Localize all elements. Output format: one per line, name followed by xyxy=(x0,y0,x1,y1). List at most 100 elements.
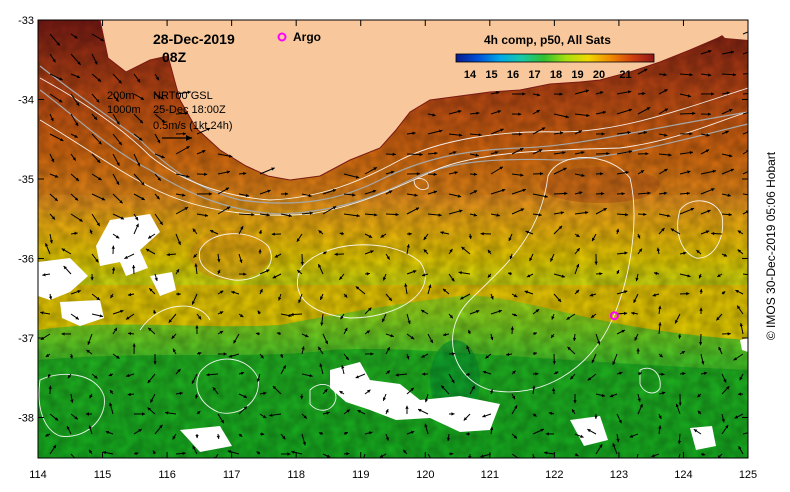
current-vector xyxy=(175,90,191,95)
current-vector xyxy=(594,253,598,265)
current-vector xyxy=(272,385,282,395)
current-vector xyxy=(154,93,165,100)
current-vector xyxy=(364,330,371,335)
current-vector xyxy=(721,108,733,115)
current-vector xyxy=(511,293,518,298)
current-vector xyxy=(154,213,164,226)
current-vector xyxy=(385,433,389,441)
current-vector xyxy=(274,253,282,258)
current-vector xyxy=(511,313,518,317)
current-vector xyxy=(636,453,639,458)
current-vector xyxy=(217,170,231,175)
current-vector xyxy=(318,229,324,235)
current-vector xyxy=(469,153,479,157)
current-vector xyxy=(49,233,53,244)
current-vector xyxy=(154,273,158,282)
current-vector xyxy=(322,205,337,215)
ssh-contours xyxy=(38,77,748,437)
current-vector xyxy=(616,433,620,443)
current-vector xyxy=(427,284,432,295)
current-vector xyxy=(49,53,56,63)
argo-layer xyxy=(609,311,619,321)
current-vector xyxy=(511,433,518,439)
current-vector xyxy=(153,353,157,365)
current-vector xyxy=(658,88,668,95)
current-vector xyxy=(343,193,356,197)
current-vector xyxy=(427,129,443,135)
current-vector xyxy=(133,73,141,83)
colorbar-tick-label: 18 xyxy=(550,69,562,81)
current-vector xyxy=(61,332,72,336)
current-vector xyxy=(721,373,727,383)
current-vector xyxy=(633,293,639,304)
current-vector xyxy=(674,313,681,324)
current-vector xyxy=(574,89,590,95)
current-vector xyxy=(280,313,292,318)
current-vector xyxy=(319,363,324,375)
current-vector xyxy=(468,453,472,458)
current-vector xyxy=(421,353,429,358)
current-vector xyxy=(272,273,282,279)
current-vector xyxy=(175,233,181,246)
current-vector xyxy=(258,229,262,235)
current-vector xyxy=(133,452,139,456)
current-vector xyxy=(300,393,304,400)
vector-scale-arrowhead xyxy=(186,135,192,141)
current-vector xyxy=(469,190,478,195)
current-vector xyxy=(637,169,645,175)
current-vector xyxy=(448,273,455,282)
current-vector xyxy=(112,353,120,359)
current-vector xyxy=(679,191,691,195)
current-vector xyxy=(679,292,690,296)
current-vector xyxy=(609,393,618,398)
current-vector xyxy=(70,53,82,66)
current-vector xyxy=(594,413,598,419)
no-data-patches xyxy=(38,214,748,452)
current-vector xyxy=(341,365,345,375)
current-vector xyxy=(595,443,603,455)
current-vector xyxy=(406,207,420,215)
current-vector xyxy=(355,285,366,295)
current-vector xyxy=(550,253,555,262)
current-vector xyxy=(196,351,202,356)
current-vector xyxy=(89,393,93,399)
current-vector xyxy=(721,212,732,217)
current-vector xyxy=(279,353,284,359)
current-vector xyxy=(465,432,471,436)
current-vector xyxy=(490,91,500,95)
current-vector xyxy=(427,172,437,176)
current-vector xyxy=(154,133,161,144)
current-vector xyxy=(191,293,198,305)
current-vector xyxy=(175,391,183,395)
current-vector xyxy=(490,426,494,435)
current-vector xyxy=(544,451,555,455)
current-vector xyxy=(278,293,282,301)
y-axis: -33 -34 -35 -36 -37 -38 xyxy=(18,15,748,425)
current-vector xyxy=(635,273,639,282)
current-vector xyxy=(166,253,177,257)
current-vector xyxy=(172,348,177,355)
current-vector xyxy=(363,453,366,458)
current-vector xyxy=(339,232,345,236)
current-vector xyxy=(322,453,331,458)
current-vector xyxy=(509,253,513,260)
current-vector xyxy=(406,313,411,325)
current-vector xyxy=(385,152,396,156)
current-vector xyxy=(42,273,51,277)
current-vector xyxy=(616,130,631,135)
current-vector xyxy=(108,373,114,377)
current-vector xyxy=(406,244,410,255)
current-vector xyxy=(721,153,733,158)
current-vector xyxy=(574,191,583,195)
current-vector xyxy=(192,228,198,235)
current-vector xyxy=(364,431,373,435)
current-vector xyxy=(698,273,702,279)
current-vector xyxy=(700,112,712,116)
altimetry-source: NRT00 GSL xyxy=(153,90,213,102)
current-vector xyxy=(149,393,156,403)
current-vector xyxy=(448,133,463,137)
current-vector xyxy=(658,168,668,175)
plot-frame xyxy=(37,19,749,459)
current-vector xyxy=(553,191,568,196)
current-vector xyxy=(127,292,135,297)
